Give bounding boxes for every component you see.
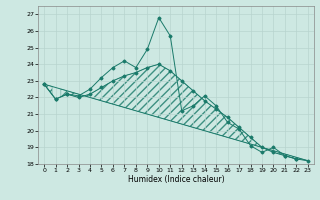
X-axis label: Humidex (Indice chaleur): Humidex (Indice chaleur) xyxy=(128,175,224,184)
